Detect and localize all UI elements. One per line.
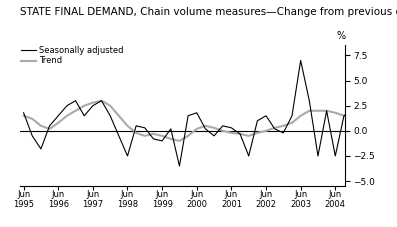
Text: %: %	[336, 31, 345, 41]
Text: Jun: Jun	[259, 190, 273, 199]
Text: 1996: 1996	[48, 200, 69, 209]
Text: Jun: Jun	[190, 190, 203, 199]
Text: 2002: 2002	[256, 200, 277, 209]
Text: Jun: Jun	[121, 190, 134, 199]
Text: 2003: 2003	[290, 200, 311, 209]
Text: Jun: Jun	[294, 190, 307, 199]
Legend: Seasonally adjusted, Trend: Seasonally adjusted, Trend	[21, 46, 123, 65]
Text: Jun: Jun	[17, 190, 30, 199]
Text: 1995: 1995	[13, 200, 34, 209]
Text: Jun: Jun	[52, 190, 65, 199]
Text: 1998: 1998	[117, 200, 138, 209]
Text: Jun: Jun	[329, 190, 342, 199]
Text: 2004: 2004	[325, 200, 346, 209]
Text: Jun: Jun	[156, 190, 169, 199]
Text: 1999: 1999	[152, 200, 173, 209]
Text: Jun: Jun	[225, 190, 238, 199]
Text: 2000: 2000	[186, 200, 207, 209]
Text: Jun: Jun	[86, 190, 100, 199]
Text: STATE FINAL DEMAND, Chain volume measures—Change from previous quarter: STATE FINAL DEMAND, Chain volume measure…	[20, 7, 397, 17]
Text: 1997: 1997	[82, 200, 104, 209]
Text: 2001: 2001	[221, 200, 242, 209]
